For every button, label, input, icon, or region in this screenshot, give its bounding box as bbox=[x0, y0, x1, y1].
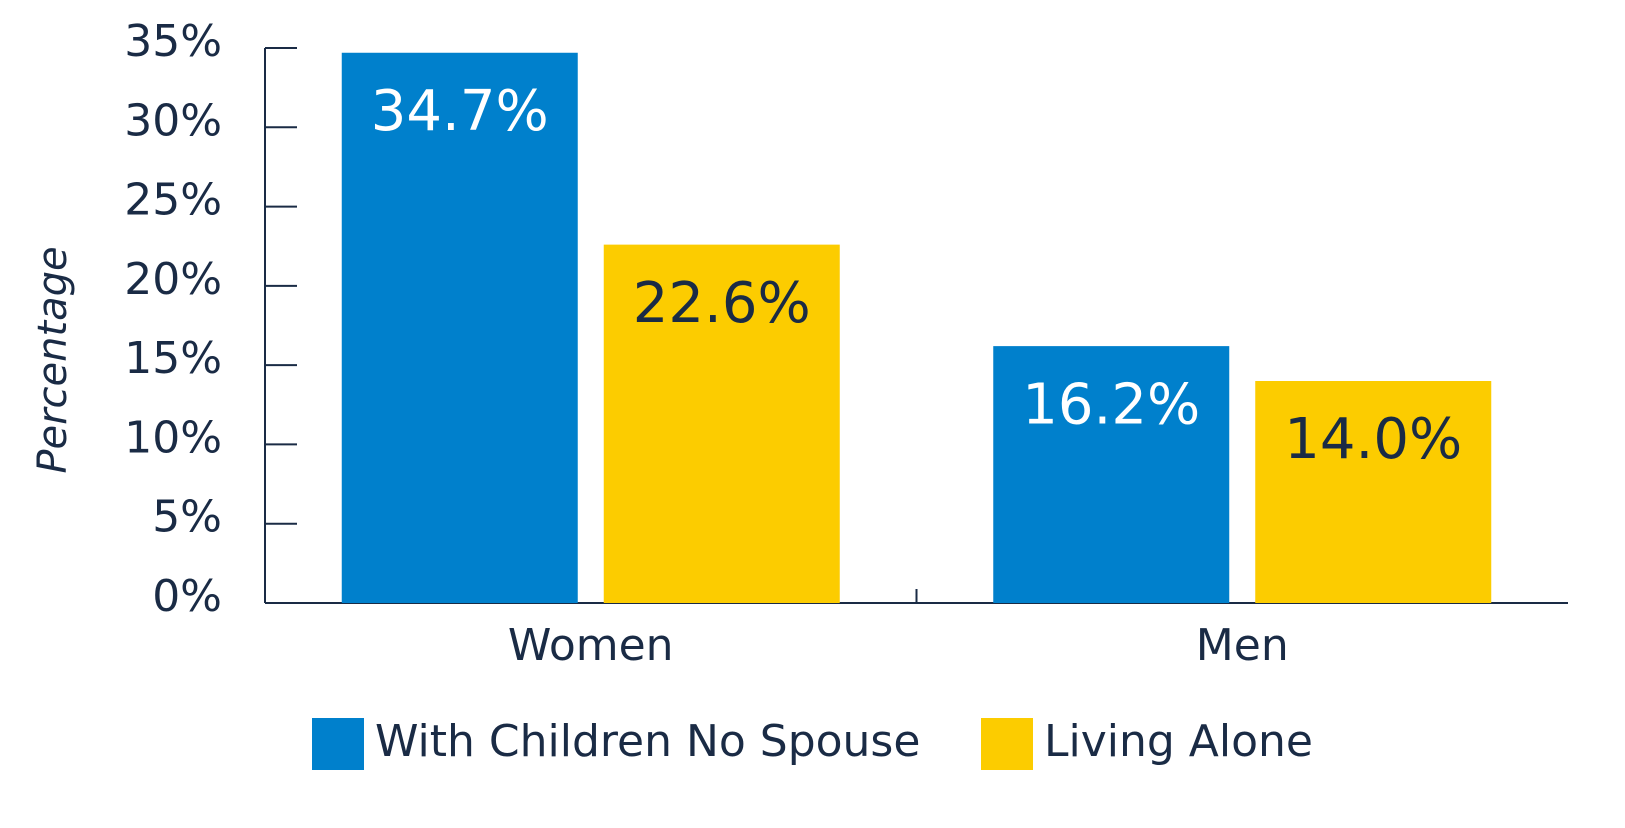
legend-label: Living Alone bbox=[1044, 716, 1313, 767]
legend-label: With Children No Spouse bbox=[375, 716, 920, 767]
y-tick-label: 30% bbox=[124, 95, 222, 146]
x-tick-label: Women bbox=[508, 620, 674, 671]
data-label: 22.6% bbox=[633, 271, 811, 336]
y-tick-label: 5% bbox=[152, 492, 222, 543]
y-tick-label: 0% bbox=[152, 571, 222, 622]
bar bbox=[603, 244, 840, 603]
data-label: 14.0% bbox=[1284, 407, 1462, 472]
y-axis-label: Percentage bbox=[30, 246, 76, 473]
bar bbox=[1255, 381, 1492, 603]
bar bbox=[341, 52, 578, 603]
bar bbox=[993, 346, 1230, 603]
y-tick-label: 35% bbox=[124, 16, 222, 67]
data-label: 16.2% bbox=[1022, 372, 1200, 437]
legend-swatch bbox=[312, 718, 364, 770]
y-tick-label: 10% bbox=[124, 412, 222, 463]
data-label: 34.7% bbox=[371, 79, 549, 144]
x-tick-label: Men bbox=[1196, 620, 1289, 671]
y-tick-label: 15% bbox=[124, 333, 222, 384]
y-tick-label: 25% bbox=[124, 175, 222, 226]
legend-swatch bbox=[981, 718, 1033, 770]
y-tick-label: 20% bbox=[124, 254, 222, 305]
